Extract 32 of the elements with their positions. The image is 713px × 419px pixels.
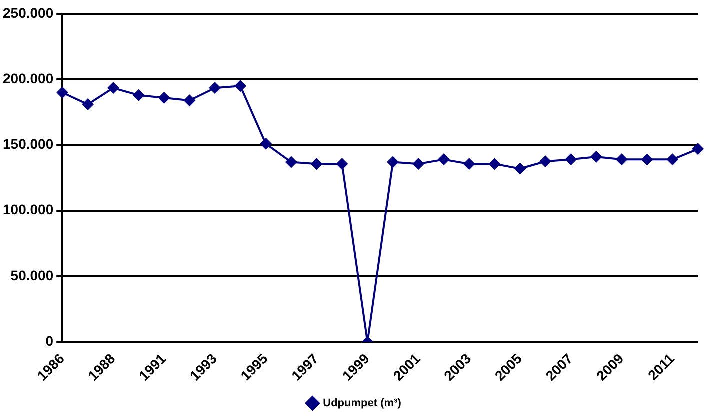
point (132, 89, 145, 102)
point (590, 151, 602, 164)
point (209, 82, 222, 94)
point (56, 86, 69, 99)
y-tick-label: 0 (46, 332, 54, 349)
point (412, 158, 424, 170)
point (260, 138, 272, 150)
y-tick-label: 200.000 (2, 70, 54, 86)
point (285, 156, 298, 168)
point (514, 162, 526, 175)
point (107, 82, 120, 94)
point (336, 158, 348, 170)
point (158, 92, 170, 104)
legend-label: Udpumpet (m³) (323, 398, 402, 410)
point (666, 154, 679, 166)
point (82, 98, 94, 111)
y-tick-label: 100.000 (2, 202, 54, 218)
point (234, 80, 247, 92)
point (616, 154, 628, 166)
point (641, 154, 654, 166)
y-tick-label: 50.000 (10, 267, 54, 284)
point (565, 154, 578, 166)
point (488, 158, 501, 170)
y-tick-label: 150.000 (2, 136, 54, 152)
point (692, 143, 704, 156)
point (463, 158, 476, 170)
point (310, 158, 323, 170)
y-tick-label: 250.000 (2, 4, 54, 21)
point (438, 154, 450, 166)
point (184, 94, 196, 107)
point (387, 156, 400, 168)
point (540, 156, 552, 168)
